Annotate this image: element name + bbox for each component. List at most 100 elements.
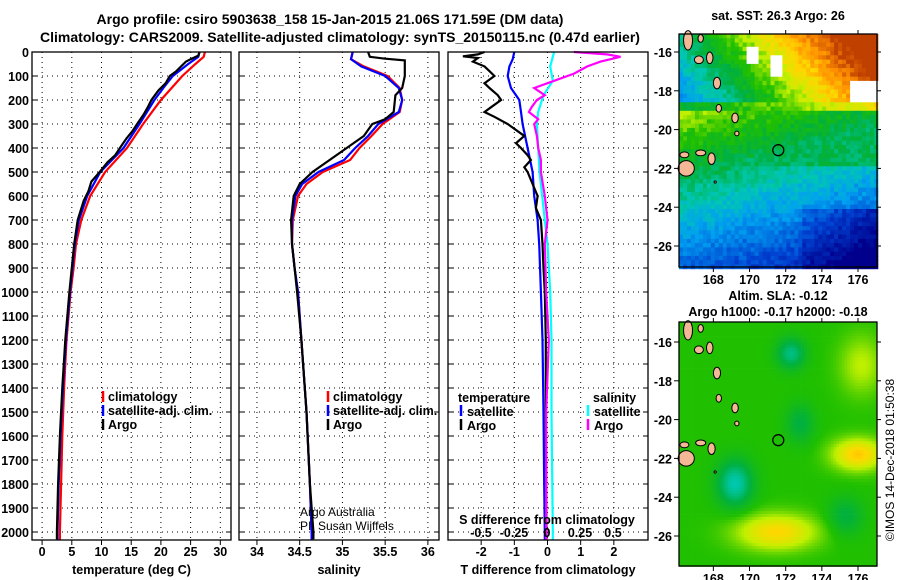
- map-cell: [809, 330, 813, 334]
- map-cell: [734, 149, 740, 154]
- map-cell: [718, 102, 724, 107]
- map-cell: [847, 388, 851, 393]
- map-cell: [776, 356, 780, 361]
- map-cell: [786, 213, 791, 218]
- map-cell: [762, 213, 767, 218]
- map-cell: [862, 68, 867, 73]
- map-cell: [862, 110, 867, 116]
- map-cell: [746, 85, 751, 90]
- map-cell: [866, 149, 871, 154]
- map-cell: [703, 330, 707, 334]
- map-cell: [719, 345, 723, 349]
- map-cell: [786, 179, 791, 184]
- map-cell: [773, 342, 777, 346]
- map-cell: [866, 59, 871, 65]
- map-cell: [817, 374, 821, 378]
- map-cell: [854, 226, 859, 231]
- map-cell: [873, 162, 879, 167]
- map-cell: [858, 106, 863, 112]
- map-cell: [742, 183, 747, 189]
- map-cell: [714, 55, 720, 60]
- map-cell: [754, 374, 758, 378]
- map-cell: [746, 179, 751, 184]
- map-cell: [810, 46, 815, 52]
- map-cell: [779, 356, 783, 361]
- map-cell: [854, 93, 859, 99]
- map-cell: [744, 377, 748, 381]
- map-cell: [790, 221, 795, 227]
- map-cell: [862, 226, 867, 231]
- map-cell: [717, 333, 721, 337]
- map-cell: [741, 348, 745, 352]
- map-cell: [802, 63, 807, 69]
- map-cell: [714, 336, 718, 340]
- map-cell: [838, 196, 843, 201]
- map-cell: [733, 354, 737, 358]
- map-cell: [847, 383, 851, 387]
- map-cell: [847, 356, 851, 361]
- map-cell: [873, 102, 879, 107]
- map-cell: [698, 191, 704, 197]
- map-cell: [734, 55, 740, 60]
- map-cell: [786, 183, 791, 189]
- map-cell: [692, 391, 696, 396]
- map-cell: [762, 145, 767, 150]
- map-cell: [752, 345, 756, 349]
- map-cell: [862, 76, 867, 82]
- map-cell: [711, 388, 715, 393]
- map-cell: [830, 348, 834, 352]
- map-cell: [733, 324, 737, 329]
- map-cell: [782, 200, 787, 206]
- map-cell: [863, 342, 867, 346]
- map-cell: [844, 368, 848, 372]
- map-cell: [811, 374, 815, 378]
- map-cell: [706, 38, 712, 43]
- map-cell: [810, 145, 815, 150]
- map-cell: [683, 213, 688, 218]
- map-cell: [858, 46, 863, 52]
- series-line-satellite-adj-clim-: [56, 51, 201, 540]
- map-cell: [830, 200, 835, 206]
- map-cell: [771, 356, 775, 361]
- map-cell: [708, 327, 712, 332]
- map-cell: [838, 119, 843, 125]
- map-cell: [750, 234, 755, 240]
- map-cell: [727, 324, 731, 329]
- map-cell: [866, 247, 871, 253]
- map-cell: [786, 68, 791, 73]
- map-cell: [778, 149, 783, 154]
- map-cell: [687, 374, 691, 378]
- map-cell: [687, 339, 691, 343]
- map-cell: [774, 136, 779, 142]
- map-cell: [794, 234, 799, 240]
- map-cell: [754, 51, 759, 56]
- map-cell: [702, 153, 708, 159]
- map-cell: [846, 162, 851, 167]
- map-cell: [702, 243, 708, 248]
- map-cell: [802, 226, 807, 231]
- map-cell: [782, 391, 786, 396]
- map-cell: [866, 200, 871, 206]
- map-cell: [828, 322, 832, 326]
- map-cell: [754, 351, 758, 355]
- map-cell: [838, 51, 843, 56]
- map-cell: [803, 330, 807, 334]
- map-cell: [834, 217, 839, 223]
- map-cell: [862, 72, 867, 78]
- map-cell: [687, 93, 692, 99]
- map-cell: [826, 55, 831, 60]
- map-cell: [858, 42, 863, 48]
- map-cell: [830, 322, 834, 326]
- map-cell: [811, 377, 815, 381]
- map-cell: [842, 38, 847, 43]
- map-cell: [706, 243, 712, 248]
- map-cell: [873, 191, 879, 197]
- map-cell: [873, 170, 879, 176]
- map-cell: [868, 354, 872, 358]
- map-cell: [810, 89, 815, 95]
- map-cell: [690, 85, 696, 90]
- map-cell: [852, 374, 856, 378]
- map-cell: [683, 136, 688, 142]
- map-cell: [792, 386, 796, 390]
- map-cell: [752, 371, 756, 375]
